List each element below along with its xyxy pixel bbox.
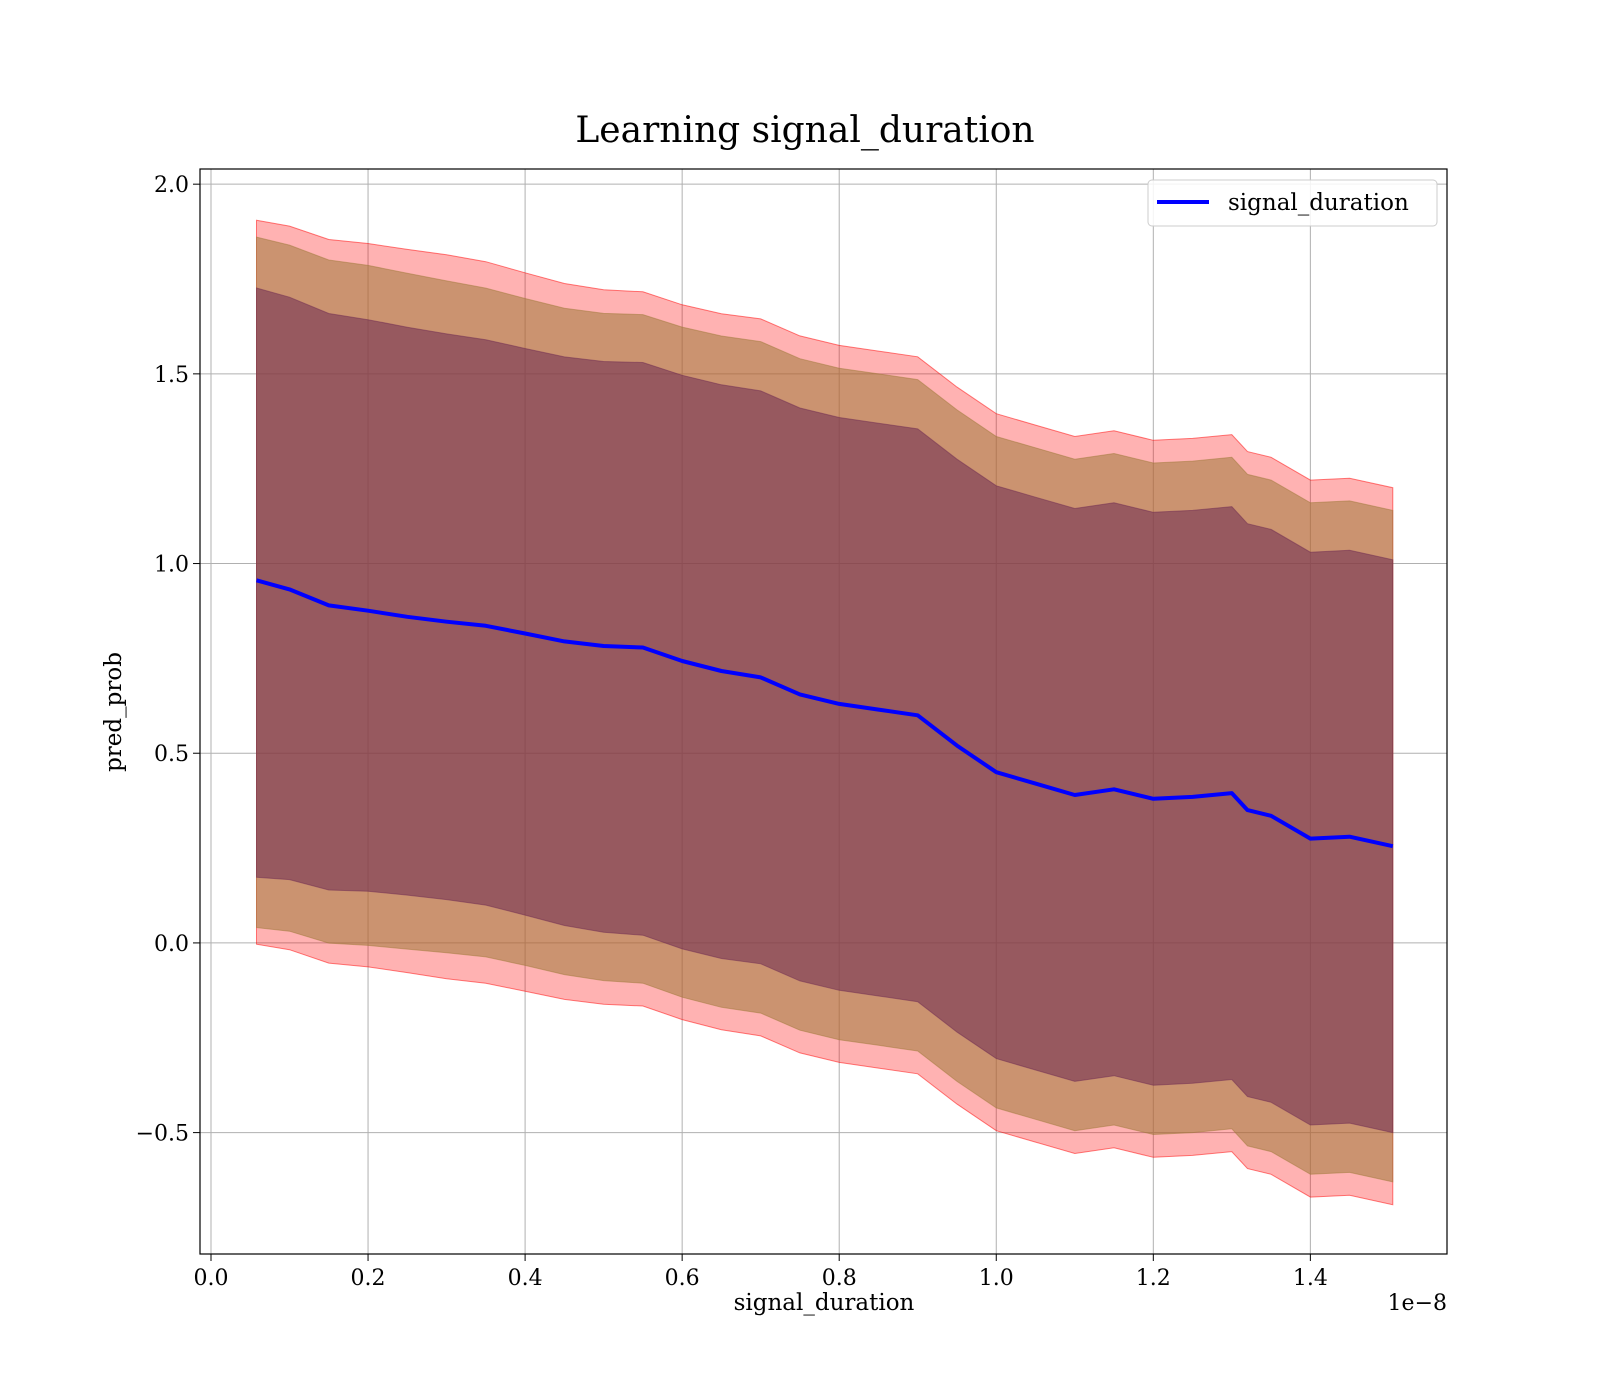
y-axis-label: pred_prob <box>101 652 127 772</box>
legend: signal_duration <box>1147 179 1438 227</box>
legend-label-signal-duration: signal_duration <box>1228 190 1409 216</box>
chart-title: Learning signal_duration <box>575 110 1034 151</box>
x-tick-label-6: 1.2 <box>1136 1266 1171 1291</box>
band-layer <box>256 219 1394 1206</box>
y-tick-label-0: −0.5 <box>136 1122 189 1147</box>
x-tick-label-1: 0.2 <box>351 1266 386 1291</box>
x-axis-ticks: 0.0 0.2 0.4 0.6 0.8 1.0 1.2 1.4 <box>193 1254 1328 1291</box>
x-tick-label-3: 0.6 <box>665 1266 700 1291</box>
y-tick-label-4: 1.5 <box>154 363 189 388</box>
x-tick-label-5: 1.0 <box>979 1266 1014 1291</box>
y-tick-label-3: 1.0 <box>154 553 189 578</box>
y-tick-label-5: 2.0 <box>154 173 189 198</box>
x-tick-label-2: 0.4 <box>508 1266 543 1291</box>
y-tick-label-1: 0.0 <box>154 932 189 957</box>
line-layer <box>255 578 1394 849</box>
y-tick-label-2: 0.5 <box>154 742 189 767</box>
legend-box <box>1147 179 1438 227</box>
x-tick-label-7: 1.4 <box>1293 1266 1328 1291</box>
x-tick-label-4: 0.8 <box>822 1266 857 1291</box>
band-inner <box>256 287 1394 1134</box>
plot-area-frame <box>199 168 1448 1255</box>
x-axis-offset-text: 1e−8 <box>1388 1291 1447 1316</box>
x-axis-label: signal_duration <box>734 1290 915 1316</box>
x-tick-label-0: 0.0 <box>193 1266 228 1291</box>
y-axis-ticks: −0.5 0.0 0.5 1.0 1.5 2.0 <box>136 173 200 1147</box>
